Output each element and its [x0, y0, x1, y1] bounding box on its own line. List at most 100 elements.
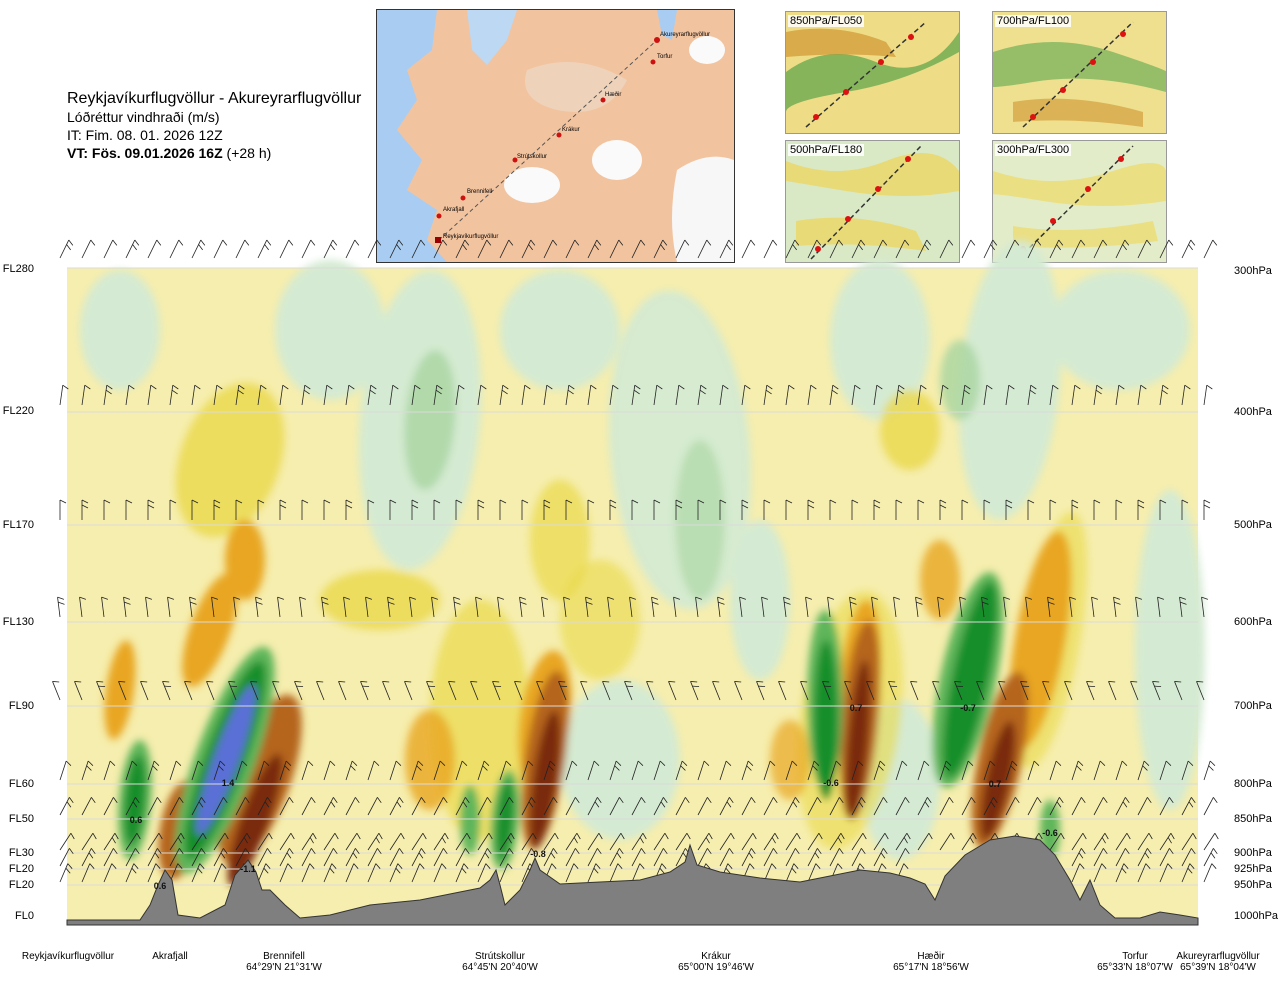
field-blob [118, 740, 152, 860]
wind-barb [404, 681, 413, 701]
wind-barb [607, 596, 615, 618]
wind-barb [455, 833, 471, 851]
location-akrafjall: Akrafjall [152, 951, 188, 962]
wind-barb [785, 848, 800, 867]
wind-barb [829, 833, 845, 851]
wind-barb [1027, 760, 1040, 781]
wind-barb [675, 797, 690, 816]
location-coord: 65°17'N 18°56'W [893, 962, 969, 973]
wind-barb [103, 760, 116, 781]
route-map: Akureyrarflugvöllur Torfur Hæðir Krákur … [376, 9, 735, 263]
wind-barb [499, 499, 507, 520]
wind-barb [893, 596, 901, 618]
field-blob [608, 290, 752, 610]
wind-barb [851, 848, 866, 867]
wind-barb [1093, 797, 1108, 816]
wind-barb [585, 596, 593, 618]
wind-barb [675, 863, 689, 883]
wind-barb [235, 384, 245, 406]
field-blob [460, 785, 480, 855]
wind-barb [895, 760, 908, 781]
wind-barb [477, 760, 490, 781]
wind-barb [521, 384, 531, 406]
wind-barb [338, 681, 347, 701]
cross-section-background [67, 268, 1198, 920]
wind-barb [1005, 797, 1020, 816]
minimap-500-label: 500hPa/FL180 [788, 144, 865, 156]
wind-barb [807, 863, 821, 883]
wind-barb [81, 760, 94, 781]
wind-barb [125, 797, 140, 816]
wind-barb [1108, 681, 1117, 701]
wind-barb [279, 848, 294, 867]
wind-barb [211, 596, 219, 618]
wind-barb [470, 681, 479, 701]
wind-barb [81, 384, 91, 406]
wind-barb [565, 797, 580, 816]
wind-barb [829, 760, 842, 781]
wind-barb [345, 239, 360, 259]
wind-barb [409, 596, 417, 618]
hpa-label: 600hPa [1234, 616, 1272, 628]
wind-barb [235, 797, 250, 816]
field-blob [490, 770, 520, 870]
wind-barb [103, 384, 113, 406]
wind-barb [917, 384, 927, 406]
wind-barb [477, 384, 487, 406]
wind-barb [521, 760, 534, 781]
minimap-300-svg [993, 141, 1166, 262]
wind-barb [1159, 833, 1175, 851]
wind-barb [1159, 848, 1174, 867]
wind-barb [147, 863, 161, 883]
wind-barb [807, 384, 817, 406]
value-label: -0.6 [1042, 828, 1058, 838]
wind-barb [455, 797, 470, 816]
wind-barb [189, 596, 197, 618]
location-brennifell: Brennifell 64°29'N 21°31'W [246, 951, 322, 973]
wind-barb [895, 833, 911, 851]
hpa-label: 800hPa [1234, 778, 1272, 790]
wind-barb [983, 833, 999, 851]
field-blob [814, 640, 838, 800]
fl-label: FL130 [2, 616, 34, 628]
wind-barb [301, 848, 316, 867]
minimap-700: 700hPa/FL100 [992, 11, 1167, 134]
wind-barb [587, 384, 597, 406]
wind-barb [763, 848, 778, 867]
wind-barb [1157, 596, 1165, 618]
wind-barb [1159, 797, 1174, 816]
wind-barb [1137, 848, 1152, 867]
wind-barb [257, 863, 271, 883]
wind-barb [653, 797, 668, 816]
wind-barb [81, 863, 95, 883]
wind-barb [844, 681, 853, 701]
route-map-svg: Akureyrarflugvöllur Torfur Hæðir Krákur … [377, 10, 734, 262]
field-blob [1135, 490, 1205, 810]
wind-barb [169, 797, 184, 816]
wind-barb [79, 596, 87, 618]
wind-barb [829, 797, 844, 816]
location-coord: 64°45'N 20°40'W [462, 962, 538, 973]
wind-barb [910, 681, 919, 701]
wind-barb [345, 797, 360, 816]
wind-barb [873, 797, 888, 816]
wind-barb [580, 681, 589, 701]
field-blob [430, 600, 530, 840]
wind-barb [81, 833, 97, 851]
wind-barb [565, 760, 578, 781]
wind-barb [888, 681, 898, 701]
wind-barb [873, 499, 881, 520]
title-block: Reykjavíkurflugvöllur - Akureyrarflugvöl… [67, 90, 361, 162]
wind-barb [1093, 384, 1103, 406]
wind-barb [1049, 760, 1062, 781]
wind-barb [763, 833, 779, 851]
wind-barb [954, 681, 964, 701]
wind-barb [431, 596, 439, 618]
wind-barb [602, 681, 611, 701]
fl-label: FL280 [2, 263, 34, 275]
wind-barb [81, 797, 96, 816]
wind-barb [257, 797, 272, 816]
wind-barb [675, 848, 690, 867]
wind-barb [279, 239, 294, 259]
wind-barb [213, 833, 229, 851]
